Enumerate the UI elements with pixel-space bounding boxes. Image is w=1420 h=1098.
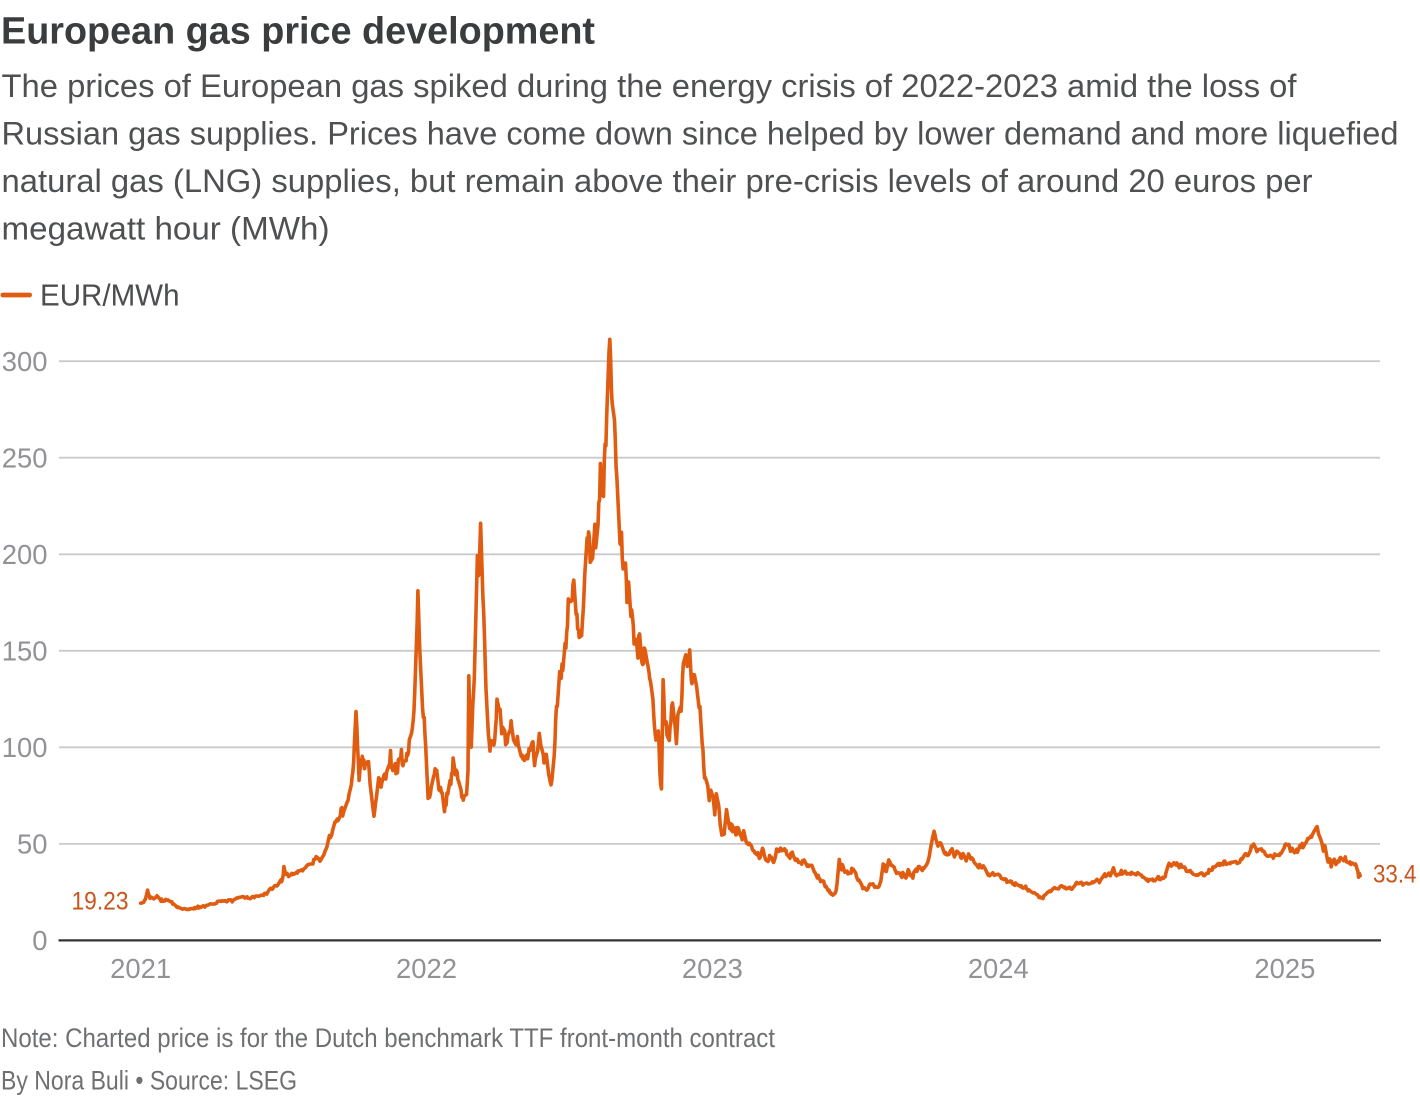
svg-text:50: 50 — [17, 829, 47, 860]
svg-text:European gas price development: European gas price development — [1, 11, 595, 53]
svg-text:2024: 2024 — [968, 953, 1029, 984]
svg-text:19.23: 19.23 — [72, 888, 129, 916]
svg-text:megawatt hour (MWh): megawatt hour (MWh) — [2, 211, 330, 247]
svg-text:2023: 2023 — [682, 953, 743, 984]
svg-text:0: 0 — [32, 925, 47, 956]
svg-text:200: 200 — [2, 539, 48, 570]
svg-text:100: 100 — [2, 732, 48, 763]
svg-text:300: 300 — [2, 346, 48, 377]
svg-text:The prices of European gas spi: The prices of European gas spiked during… — [2, 68, 1297, 104]
svg-text:2025: 2025 — [1254, 953, 1315, 984]
svg-text:150: 150 — [2, 636, 48, 667]
svg-text:2021: 2021 — [110, 953, 171, 984]
svg-text:2022: 2022 — [396, 953, 457, 984]
svg-text:natural gas (LNG) supplies, bu: natural gas (LNG) supplies, but remain a… — [2, 163, 1313, 199]
svg-text:EUR/MWh: EUR/MWh — [40, 279, 180, 313]
svg-text:Note: Charted price is for the: Note: Charted price is for the Dutch ben… — [1, 1023, 776, 1053]
svg-text:Russian gas supplies. Prices h: Russian gas supplies. Prices have come d… — [2, 116, 1399, 152]
svg-text:33.4: 33.4 — [1373, 861, 1417, 889]
svg-text:By Nora Buli • Source: LSEG: By Nora Buli • Source: LSEG — [1, 1066, 297, 1096]
svg-text:250: 250 — [2, 442, 48, 473]
